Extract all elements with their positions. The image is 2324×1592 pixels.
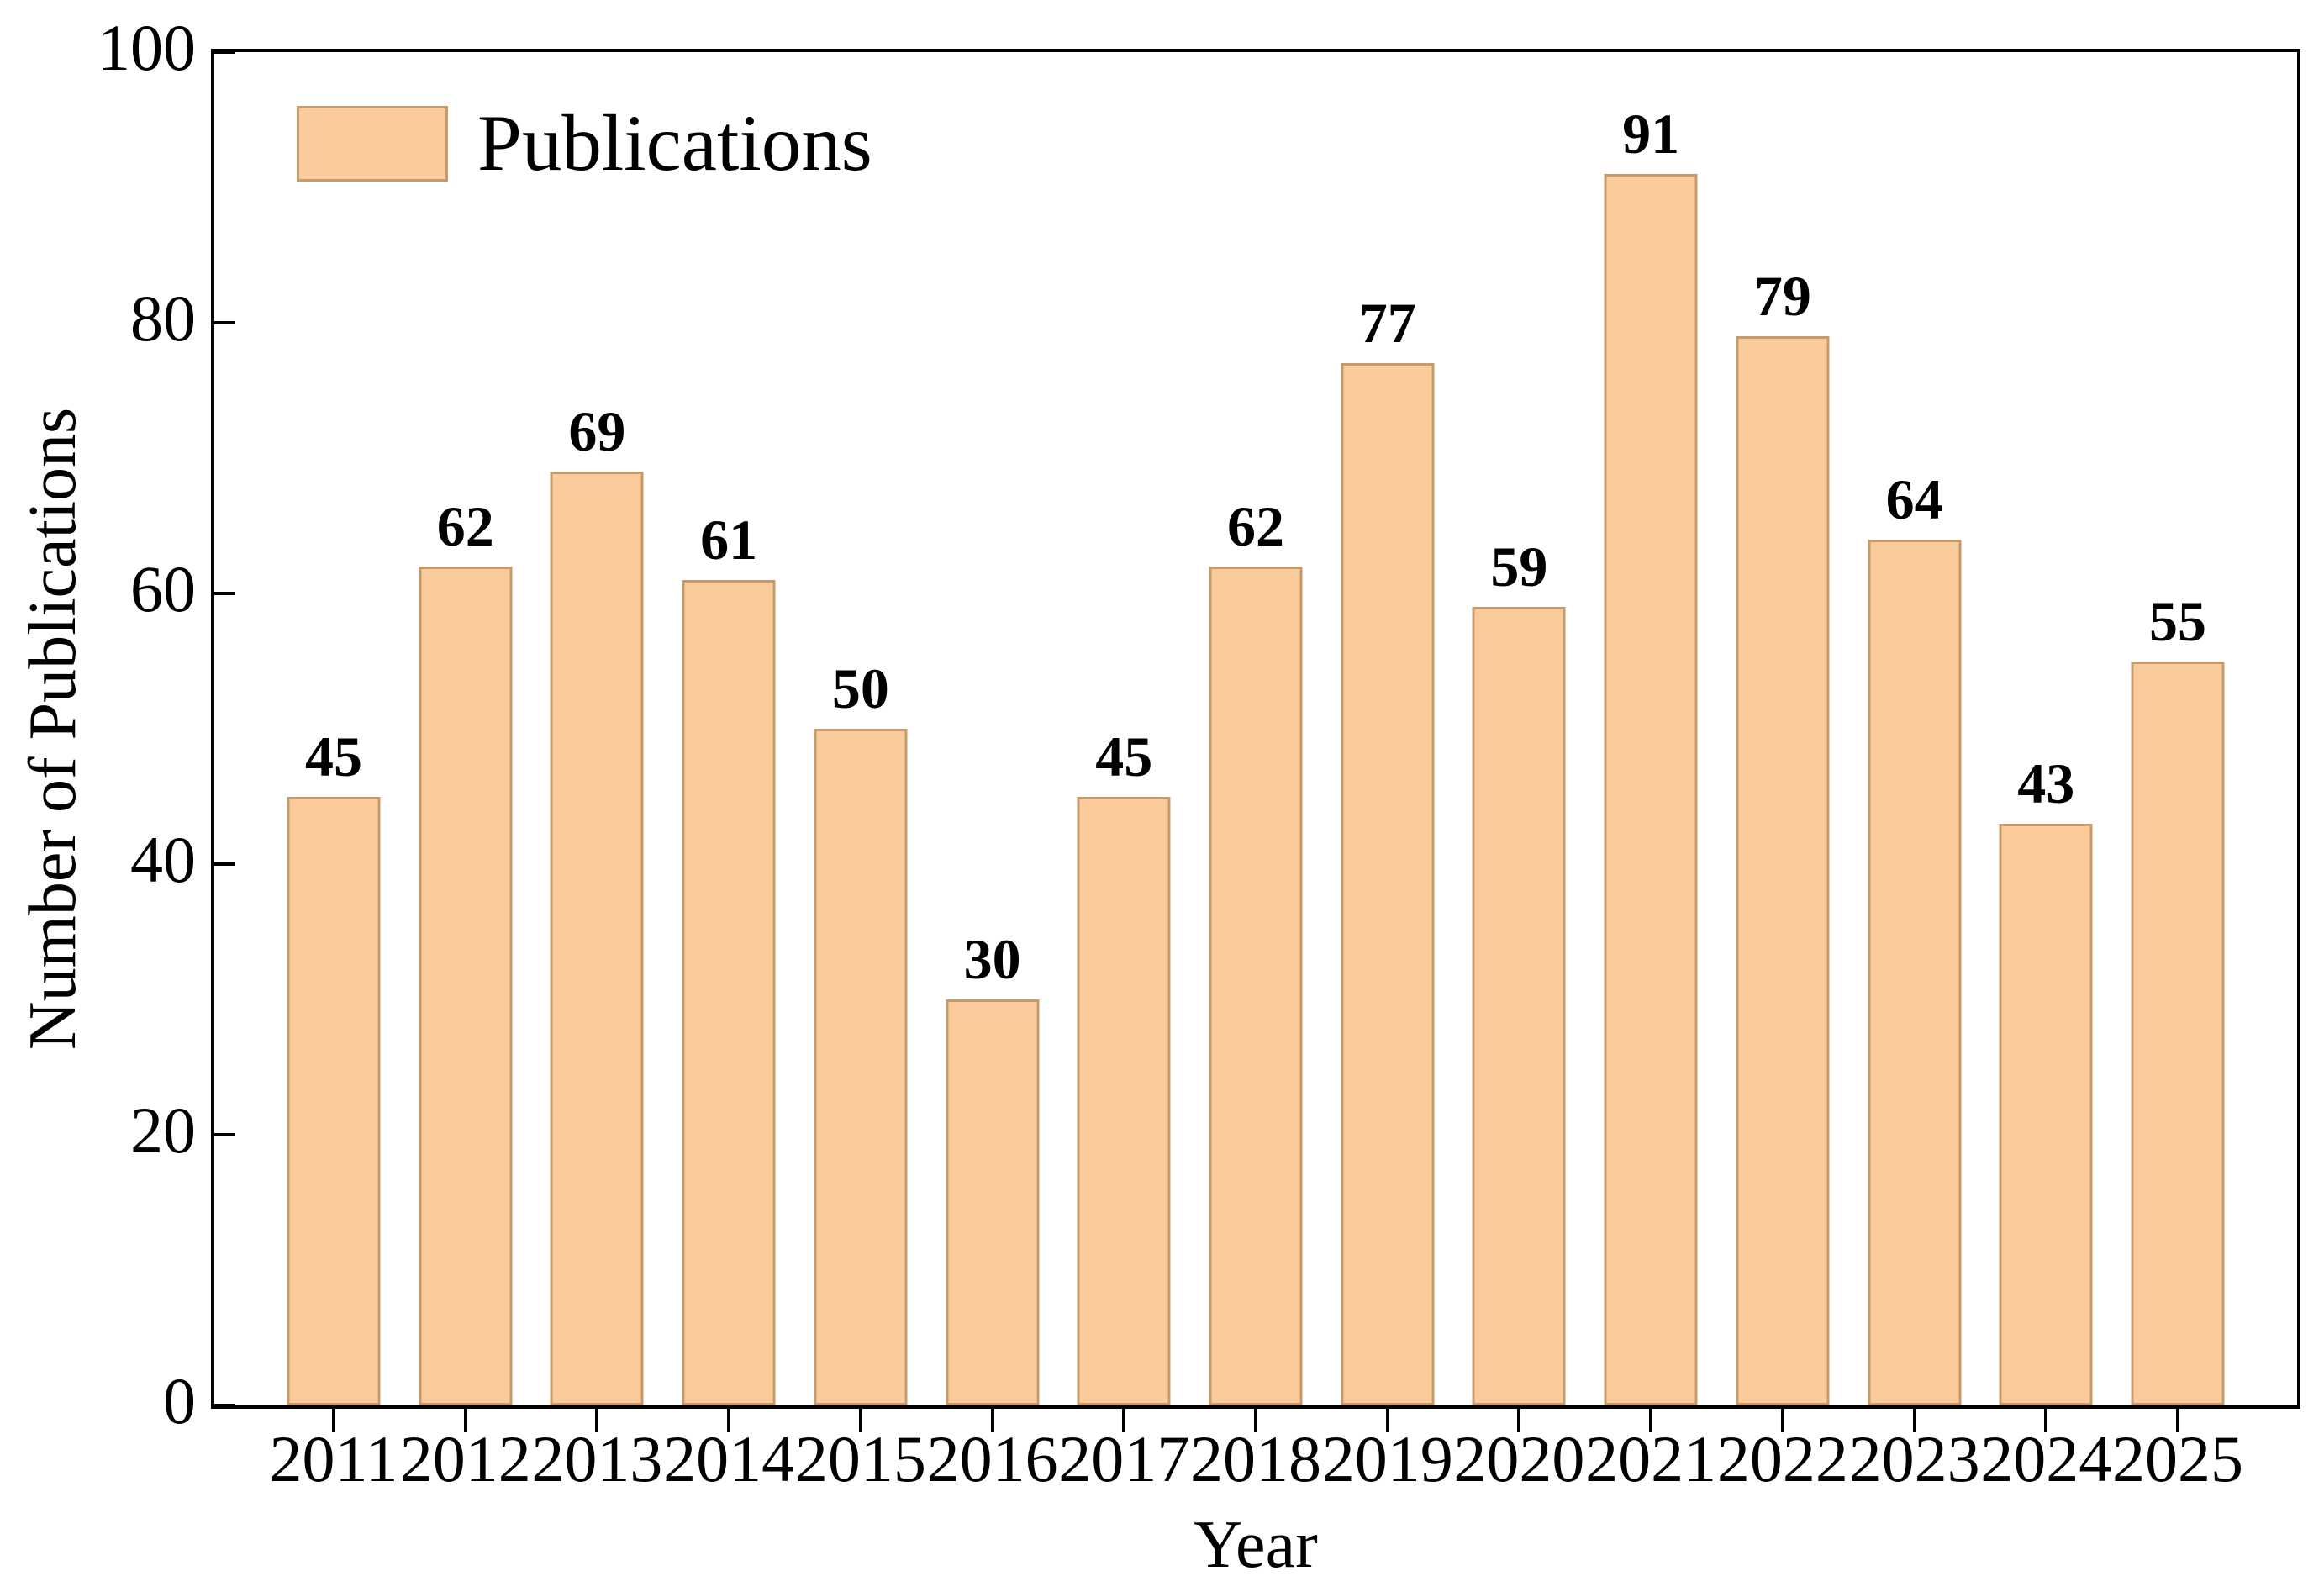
x-tick-mark bbox=[332, 1405, 335, 1432]
x-tick-mark bbox=[1254, 1405, 1257, 1432]
bar bbox=[1736, 336, 1830, 1405]
x-tick-label: 2016 bbox=[926, 1422, 1058, 1495]
x-tick-label: 2025 bbox=[2112, 1422, 2243, 1495]
bar-value-label: 55 bbox=[2149, 588, 2206, 653]
bar-group-2018: 62 bbox=[1180, 52, 1331, 1405]
y-tick-label: 100 bbox=[97, 11, 196, 84]
bar-group-2023: 64 bbox=[1839, 52, 1990, 1405]
bar-value-label: 64 bbox=[1885, 467, 1943, 531]
bar bbox=[2131, 661, 2225, 1405]
bar-group-2020: 59 bbox=[1443, 52, 1594, 1405]
bar-value-label: 62 bbox=[436, 493, 494, 558]
legend-swatch-publications bbox=[297, 105, 448, 182]
x-tick-mark bbox=[1649, 1405, 1653, 1432]
y-tick-label: 0 bbox=[163, 1364, 196, 1437]
x-tick-label: 2015 bbox=[794, 1422, 926, 1495]
x-tick-label: 2021 bbox=[1585, 1422, 1717, 1495]
bar-value-label: 59 bbox=[1490, 535, 1548, 599]
x-tick-label: 2024 bbox=[1980, 1422, 2112, 1495]
bar-value-label: 61 bbox=[700, 507, 758, 572]
x-tick-label: 2023 bbox=[1848, 1422, 1980, 1495]
bar-group-2024: 43 bbox=[1970, 52, 2121, 1405]
y-tick-label: 40 bbox=[130, 823, 196, 896]
bar-group-2012: 62 bbox=[390, 52, 541, 1405]
x-axis-label: Year bbox=[1194, 1508, 1318, 1582]
x-tick-label: 2017 bbox=[1058, 1422, 1190, 1495]
bar-group-2017: 45 bbox=[1048, 52, 1199, 1405]
bar-value-label: 50 bbox=[831, 656, 889, 720]
y-tick-mark bbox=[214, 592, 235, 595]
bar bbox=[1999, 823, 2093, 1405]
bar bbox=[1341, 363, 1435, 1405]
bar bbox=[946, 999, 1040, 1405]
x-tick-label: 2022 bbox=[1716, 1422, 1848, 1495]
bar bbox=[287, 796, 381, 1405]
bar-group-2011: 45 bbox=[258, 52, 409, 1405]
y-tick-label: 60 bbox=[130, 552, 196, 625]
x-tick-mark bbox=[1385, 1405, 1389, 1432]
x-tick-mark bbox=[463, 1405, 467, 1432]
y-tick-mark bbox=[214, 50, 235, 54]
x-tick-mark bbox=[1912, 1405, 1916, 1432]
bar bbox=[814, 729, 908, 1405]
x-tick-mark bbox=[858, 1405, 862, 1432]
bar-value-label: 45 bbox=[305, 724, 362, 788]
bar-group-2016: 30 bbox=[917, 52, 1068, 1405]
bar-value-label: 77 bbox=[1358, 291, 1416, 356]
bar bbox=[1077, 796, 1171, 1405]
x-tick-mark bbox=[2044, 1405, 2048, 1432]
bar-group-2013: 69 bbox=[521, 52, 672, 1405]
y-tick-mark bbox=[214, 862, 235, 866]
bar-group-2025: 55 bbox=[2102, 52, 2253, 1405]
x-tick-label: 2019 bbox=[1321, 1422, 1453, 1495]
bar-value-label: 30 bbox=[963, 927, 1021, 991]
bar bbox=[550, 472, 644, 1405]
bar-value-label: 43 bbox=[2017, 751, 2075, 815]
bar-group-2014: 61 bbox=[653, 52, 804, 1405]
bar bbox=[1604, 173, 1698, 1405]
x-tick-label: 2012 bbox=[399, 1422, 531, 1495]
x-tick-mark bbox=[1122, 1405, 1126, 1432]
plot-area: Publications 45 62 69 61 50 30 45 62 77 59 91 79 64 4… bbox=[211, 49, 2300, 1409]
y-tick-mark bbox=[214, 321, 235, 324]
legend: Publications bbox=[297, 103, 872, 183]
x-tick-label: 2018 bbox=[1190, 1422, 1321, 1495]
x-tick-label: 2011 bbox=[269, 1422, 398, 1495]
x-tick-label: 2013 bbox=[531, 1422, 663, 1495]
x-tick-mark bbox=[990, 1405, 994, 1432]
y-tick-label: 20 bbox=[130, 1094, 196, 1167]
x-tick-label: 2014 bbox=[663, 1422, 795, 1495]
y-axis-label: Number of Publications bbox=[16, 407, 90, 1051]
x-tick-mark bbox=[1517, 1405, 1521, 1432]
x-tick-mark bbox=[595, 1405, 599, 1432]
bar-value-label: 79 bbox=[1753, 264, 1811, 329]
bar bbox=[1209, 566, 1303, 1405]
x-tick-label: 2020 bbox=[1453, 1422, 1585, 1495]
bar bbox=[419, 566, 513, 1405]
legend-label: Publications bbox=[477, 98, 872, 187]
y-tick-mark bbox=[214, 1404, 235, 1407]
y-tick-label: 80 bbox=[130, 282, 196, 355]
bar-group-2019: 77 bbox=[1312, 52, 1463, 1405]
x-tick-mark bbox=[2176, 1405, 2179, 1432]
bar-value-label: 45 bbox=[1095, 724, 1153, 788]
bar-group-2021: 91 bbox=[1575, 52, 1726, 1405]
bar-value-label: 69 bbox=[568, 399, 626, 464]
bar-value-label: 91 bbox=[1622, 101, 1680, 166]
y-tick-mark bbox=[214, 1133, 235, 1136]
bar-group-2022: 79 bbox=[1707, 52, 1858, 1405]
bar bbox=[1472, 607, 1566, 1405]
x-tick-mark bbox=[1780, 1405, 1784, 1432]
bar bbox=[1868, 539, 1962, 1405]
bar-group-2015: 50 bbox=[785, 52, 936, 1405]
bar-value-label: 62 bbox=[1227, 493, 1284, 558]
x-tick-mark bbox=[727, 1405, 731, 1432]
bar bbox=[682, 579, 776, 1405]
